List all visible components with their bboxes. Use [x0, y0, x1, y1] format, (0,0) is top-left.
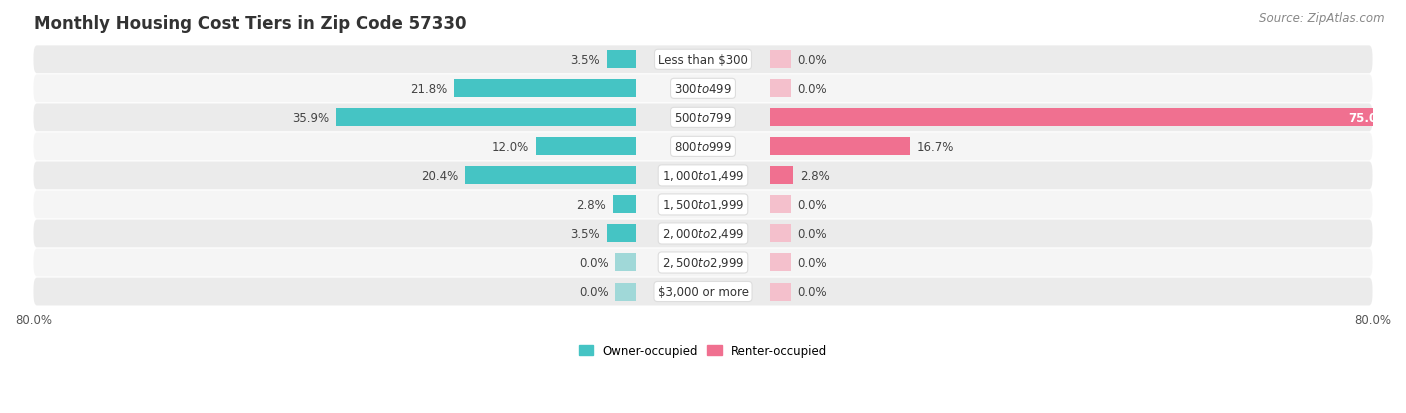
Text: 75.0%: 75.0%	[1348, 112, 1389, 125]
Text: 3.5%: 3.5%	[571, 54, 600, 66]
Bar	[770, 196, 790, 214]
Text: 0.0%: 0.0%	[797, 228, 827, 240]
Bar	[770, 225, 790, 243]
Text: 21.8%: 21.8%	[409, 83, 447, 95]
Text: 2.8%: 2.8%	[800, 169, 830, 183]
Text: $1,500 to $1,999: $1,500 to $1,999	[662, 198, 744, 212]
Legend: Owner-occupied, Renter-occupied: Owner-occupied, Renter-occupied	[574, 339, 832, 362]
Bar	[770, 138, 910, 156]
Text: 0.0%: 0.0%	[797, 83, 827, 95]
Bar	[770, 167, 793, 185]
Text: 2.8%: 2.8%	[576, 199, 606, 211]
Text: 0.0%: 0.0%	[797, 285, 827, 298]
Text: 16.7%: 16.7%	[917, 140, 953, 154]
FancyBboxPatch shape	[34, 249, 1372, 277]
Bar	[770, 51, 790, 69]
Bar	[465, 167, 636, 185]
FancyBboxPatch shape	[34, 220, 1372, 248]
FancyBboxPatch shape	[34, 162, 1372, 190]
Text: 3.5%: 3.5%	[571, 228, 600, 240]
Text: 0.0%: 0.0%	[797, 54, 827, 66]
FancyBboxPatch shape	[34, 75, 1372, 103]
Bar	[770, 254, 790, 272]
Bar	[536, 138, 636, 156]
FancyBboxPatch shape	[34, 133, 1372, 161]
Text: Monthly Housing Cost Tiers in Zip Code 57330: Monthly Housing Cost Tiers in Zip Code 5…	[34, 15, 465, 33]
Text: 12.0%: 12.0%	[492, 140, 529, 154]
Bar	[770, 109, 1398, 127]
Text: 35.9%: 35.9%	[292, 112, 329, 125]
Text: Source: ZipAtlas.com: Source: ZipAtlas.com	[1260, 12, 1385, 25]
Text: 0.0%: 0.0%	[797, 256, 827, 269]
Text: $1,000 to $1,499: $1,000 to $1,499	[662, 169, 744, 183]
Text: $300 to $499: $300 to $499	[673, 83, 733, 95]
Bar	[616, 254, 636, 272]
Bar	[336, 109, 636, 127]
Bar	[607, 225, 636, 243]
Text: 0.0%: 0.0%	[797, 199, 827, 211]
FancyBboxPatch shape	[34, 191, 1372, 219]
Text: $3,000 or more: $3,000 or more	[658, 285, 748, 298]
Bar	[770, 283, 790, 301]
Bar	[607, 51, 636, 69]
Bar	[616, 283, 636, 301]
Text: $2,500 to $2,999: $2,500 to $2,999	[662, 256, 744, 270]
Text: $2,000 to $2,499: $2,000 to $2,499	[662, 227, 744, 241]
Text: 0.0%: 0.0%	[579, 285, 609, 298]
FancyBboxPatch shape	[34, 278, 1372, 306]
FancyBboxPatch shape	[34, 104, 1372, 132]
Text: $800 to $999: $800 to $999	[673, 140, 733, 154]
Bar	[613, 196, 636, 214]
Text: $500 to $799: $500 to $799	[673, 112, 733, 125]
Bar	[770, 80, 790, 98]
Text: Less than $300: Less than $300	[658, 54, 748, 66]
FancyBboxPatch shape	[34, 46, 1372, 74]
Text: 20.4%: 20.4%	[422, 169, 458, 183]
Bar	[454, 80, 636, 98]
Text: 0.0%: 0.0%	[579, 256, 609, 269]
